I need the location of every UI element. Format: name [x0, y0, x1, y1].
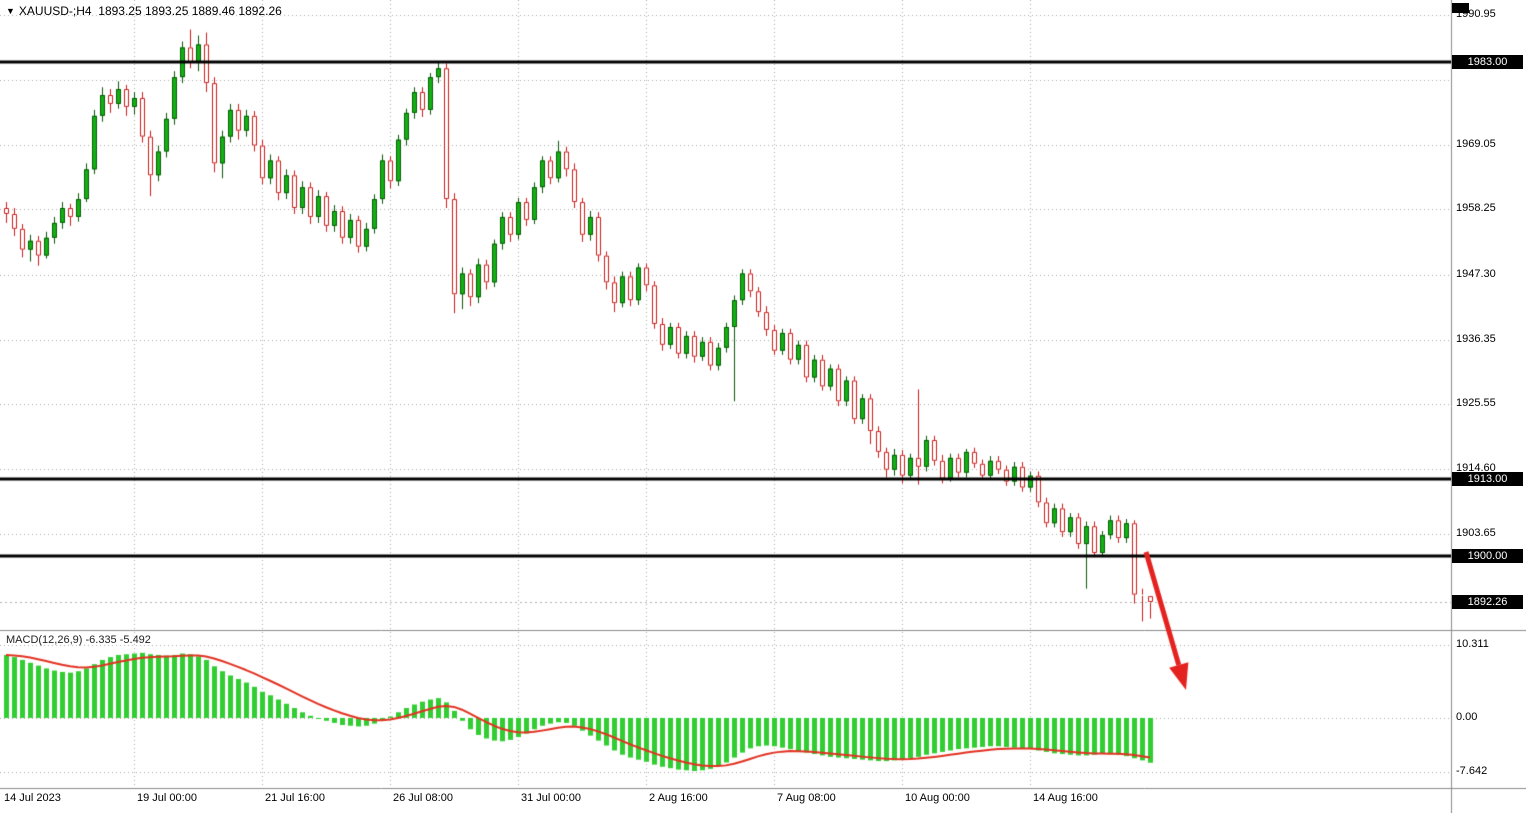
- chart-shift-marker[interactable]: [1452, 3, 1469, 13]
- price-tick-label: 1914.60: [1456, 462, 1496, 475]
- macd-tick-label: 10.311: [1456, 638, 1489, 650]
- level-price-tag: 1983.00: [1452, 55, 1523, 70]
- time-axis-label: 7 Aug 08:00: [777, 792, 836, 804]
- price-tick-label: 1947.30: [1456, 267, 1496, 280]
- symbol-ohlc-header: ▼ XAUUSD-;H4 1893.25 1893.25 1889.46 1892…: [6, 4, 282, 18]
- time-axis-label: 2 Aug 16:00: [649, 792, 708, 804]
- time-axis-label: 19 Jul 00:00: [137, 792, 197, 804]
- time-axis-label: 26 Jul 08:00: [393, 792, 453, 804]
- price-tick-label: 1958.25: [1456, 202, 1496, 215]
- ohlc-values-label: 1893.25 1893.25 1889.46 1892.26: [98, 4, 282, 18]
- macd-indicator-values: -6.335 -5.492: [85, 634, 151, 646]
- price-tick-label: 1969.05: [1456, 138, 1496, 151]
- level-price-tag: 1900.00: [1452, 548, 1523, 563]
- macd-tick-label: -7.642: [1456, 764, 1488, 777]
- level-price-tag: 1913.00: [1452, 471, 1523, 486]
- macd-tick-label: 0.00: [1456, 710, 1478, 723]
- current-price-tag: 1892.26: [1452, 595, 1523, 609]
- time-axis-label: 31 Jul 00:00: [521, 792, 581, 804]
- symbol-period-label: XAUUSD-;H4: [18, 4, 92, 18]
- time-axis-label: 21 Jul 16:00: [265, 792, 325, 804]
- time-axis-label: 14 Jul 2023: [4, 792, 61, 804]
- price-tick-label: 1903.65: [1456, 527, 1496, 540]
- price-tick-label: 1936.35: [1456, 332, 1496, 345]
- time-axis-label: 14 Aug 16:00: [1033, 792, 1098, 804]
- time-axis-label: 10 Aug 00:00: [905, 792, 970, 804]
- price-tick-label: 1925.55: [1456, 396, 1496, 409]
- macd-indicator-name: MACD(12,26,9): [6, 634, 83, 646]
- macd-indicator-label: MACD(12,26,9) -6.335 -5.492: [6, 634, 151, 646]
- symbol-dropdown-icon[interactable]: ▼: [6, 6, 15, 16]
